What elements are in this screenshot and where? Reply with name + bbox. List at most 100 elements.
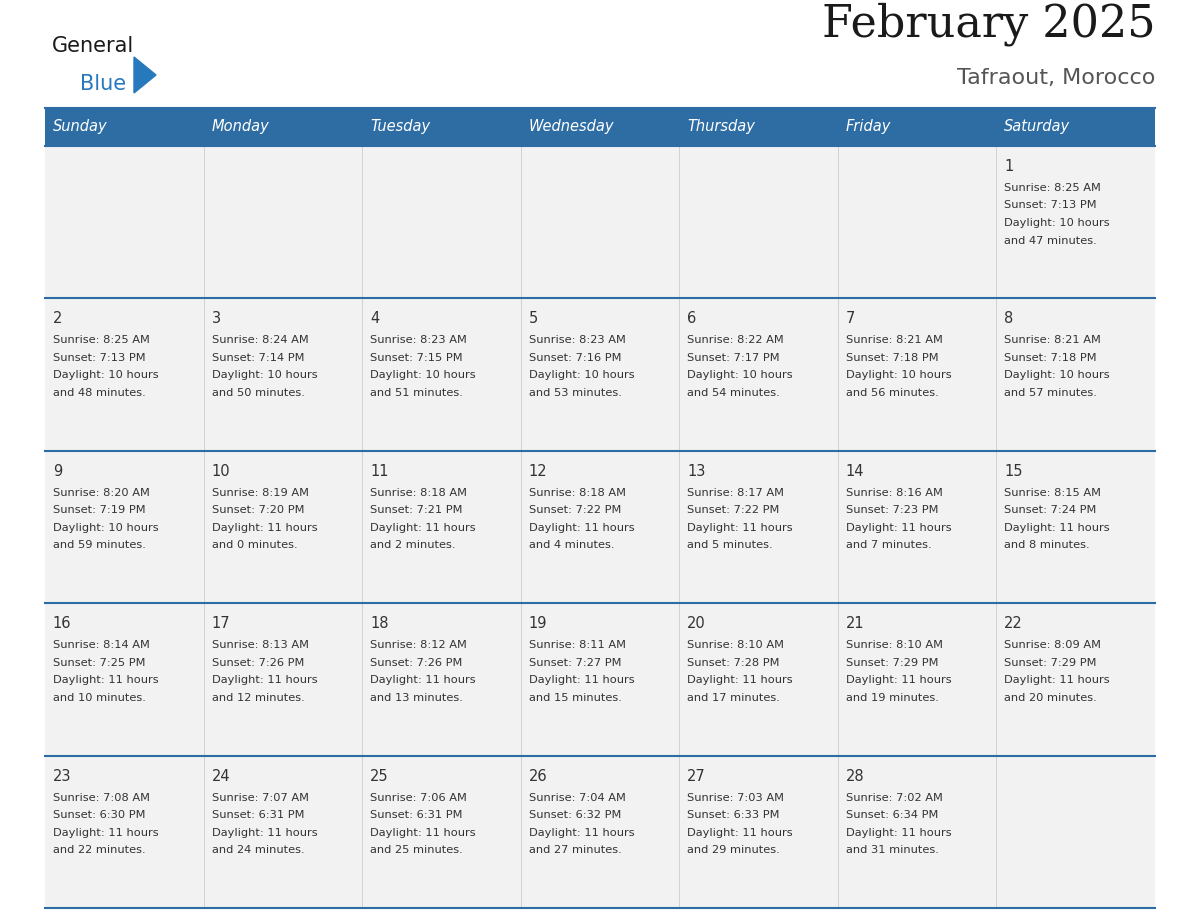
Text: Sunrise: 7:04 AM: Sunrise: 7:04 AM: [529, 792, 626, 802]
Text: Daylight: 11 hours: Daylight: 11 hours: [1004, 522, 1110, 532]
Bar: [45, 298, 203, 451]
Bar: [680, 146, 838, 298]
Text: Daylight: 11 hours: Daylight: 11 hours: [846, 828, 952, 837]
Bar: [362, 146, 520, 298]
Text: and 2 minutes.: and 2 minutes.: [371, 541, 455, 550]
Text: Sunset: 7:13 PM: Sunset: 7:13 PM: [53, 353, 146, 363]
Text: Daylight: 11 hours: Daylight: 11 hours: [687, 828, 792, 837]
Text: Sunset: 6:30 PM: Sunset: 6:30 PM: [53, 810, 145, 820]
Text: Tafraout, Morocco: Tafraout, Morocco: [956, 68, 1155, 88]
Text: 6: 6: [687, 311, 696, 327]
Text: Daylight: 11 hours: Daylight: 11 hours: [53, 676, 158, 685]
Text: 24: 24: [211, 768, 230, 784]
Text: and 27 minutes.: and 27 minutes.: [529, 845, 621, 855]
Bar: [45, 146, 203, 298]
Text: Sunrise: 8:18 AM: Sunrise: 8:18 AM: [529, 487, 626, 498]
Text: Sunset: 6:31 PM: Sunset: 6:31 PM: [211, 810, 304, 820]
Bar: [680, 603, 838, 756]
Text: Sunset: 7:24 PM: Sunset: 7:24 PM: [1004, 505, 1097, 515]
Bar: [997, 298, 1155, 451]
Text: Sunrise: 7:03 AM: Sunrise: 7:03 AM: [687, 792, 784, 802]
Text: and 54 minutes.: and 54 minutes.: [687, 388, 781, 397]
Text: and 8 minutes.: and 8 minutes.: [1004, 541, 1089, 550]
Text: Sunrise: 8:13 AM: Sunrise: 8:13 AM: [211, 640, 309, 650]
Text: Sunrise: 8:12 AM: Sunrise: 8:12 AM: [371, 640, 467, 650]
Text: Saturday: Saturday: [1004, 119, 1070, 135]
Bar: [520, 603, 680, 756]
Text: 20: 20: [687, 616, 706, 632]
Bar: [45, 451, 203, 603]
Text: Sunset: 7:15 PM: Sunset: 7:15 PM: [371, 353, 462, 363]
Bar: [45, 108, 203, 146]
Bar: [520, 451, 680, 603]
Text: and 22 minutes.: and 22 minutes.: [53, 845, 146, 855]
Text: Daylight: 11 hours: Daylight: 11 hours: [211, 522, 317, 532]
Text: Sunset: 6:31 PM: Sunset: 6:31 PM: [371, 810, 462, 820]
Text: Sunrise: 7:06 AM: Sunrise: 7:06 AM: [371, 792, 467, 802]
Text: Sunset: 7:29 PM: Sunset: 7:29 PM: [1004, 657, 1097, 667]
Bar: [838, 603, 997, 756]
Bar: [997, 146, 1155, 298]
Bar: [680, 298, 838, 451]
Text: Sunset: 7:13 PM: Sunset: 7:13 PM: [1004, 200, 1097, 210]
Text: Sunset: 7:27 PM: Sunset: 7:27 PM: [529, 657, 621, 667]
Polygon shape: [134, 57, 156, 93]
Text: Daylight: 10 hours: Daylight: 10 hours: [53, 522, 158, 532]
Text: Daylight: 10 hours: Daylight: 10 hours: [846, 370, 952, 380]
Text: Blue: Blue: [80, 74, 126, 94]
Bar: [520, 146, 680, 298]
Text: 22: 22: [1004, 616, 1023, 632]
Bar: [997, 756, 1155, 908]
Text: Sunset: 7:18 PM: Sunset: 7:18 PM: [1004, 353, 1097, 363]
Text: Sunrise: 8:14 AM: Sunrise: 8:14 AM: [53, 640, 150, 650]
Text: 2: 2: [53, 311, 62, 327]
Text: Daylight: 11 hours: Daylight: 11 hours: [1004, 676, 1110, 685]
Text: and 0 minutes.: and 0 minutes.: [211, 541, 297, 550]
Bar: [520, 756, 680, 908]
Bar: [997, 451, 1155, 603]
Text: Sunrise: 8:10 AM: Sunrise: 8:10 AM: [846, 640, 943, 650]
Text: Sunset: 7:14 PM: Sunset: 7:14 PM: [211, 353, 304, 363]
Text: 18: 18: [371, 616, 388, 632]
Text: Sunrise: 7:07 AM: Sunrise: 7:07 AM: [211, 792, 309, 802]
Bar: [838, 451, 997, 603]
Text: Sunrise: 8:25 AM: Sunrise: 8:25 AM: [1004, 183, 1101, 193]
Text: and 50 minutes.: and 50 minutes.: [211, 388, 304, 397]
Text: Daylight: 11 hours: Daylight: 11 hours: [687, 676, 792, 685]
Text: Sunset: 7:25 PM: Sunset: 7:25 PM: [53, 657, 145, 667]
Text: Daylight: 11 hours: Daylight: 11 hours: [211, 676, 317, 685]
Text: Sunset: 7:28 PM: Sunset: 7:28 PM: [687, 657, 779, 667]
Text: 5: 5: [529, 311, 538, 327]
Text: and 57 minutes.: and 57 minutes.: [1004, 388, 1098, 397]
Text: 23: 23: [53, 768, 71, 784]
Bar: [203, 603, 362, 756]
Text: Sunrise: 8:23 AM: Sunrise: 8:23 AM: [371, 335, 467, 345]
Text: Sunrise: 8:23 AM: Sunrise: 8:23 AM: [529, 335, 626, 345]
Text: 17: 17: [211, 616, 230, 632]
Bar: [838, 756, 997, 908]
Text: and 15 minutes.: and 15 minutes.: [529, 693, 621, 702]
Text: and 19 minutes.: and 19 minutes.: [846, 693, 939, 702]
Text: Sunrise: 8:21 AM: Sunrise: 8:21 AM: [1004, 335, 1101, 345]
Bar: [45, 603, 203, 756]
Text: Sunset: 7:16 PM: Sunset: 7:16 PM: [529, 353, 621, 363]
Text: 27: 27: [687, 768, 706, 784]
Text: Daylight: 10 hours: Daylight: 10 hours: [1004, 370, 1110, 380]
Text: Sunset: 7:26 PM: Sunset: 7:26 PM: [211, 657, 304, 667]
Bar: [362, 451, 520, 603]
Text: and 24 minutes.: and 24 minutes.: [211, 845, 304, 855]
Bar: [362, 108, 520, 146]
Text: Sunset: 6:32 PM: Sunset: 6:32 PM: [529, 810, 621, 820]
Text: and 5 minutes.: and 5 minutes.: [687, 541, 773, 550]
Text: 3: 3: [211, 311, 221, 327]
Text: Sunrise: 8:19 AM: Sunrise: 8:19 AM: [211, 487, 309, 498]
Text: Sunset: 7:21 PM: Sunset: 7:21 PM: [371, 505, 462, 515]
Text: 9: 9: [53, 464, 62, 479]
Text: Daylight: 10 hours: Daylight: 10 hours: [687, 370, 792, 380]
Text: Daylight: 11 hours: Daylight: 11 hours: [529, 828, 634, 837]
Text: Daylight: 11 hours: Daylight: 11 hours: [846, 522, 952, 532]
Text: and 51 minutes.: and 51 minutes.: [371, 388, 463, 397]
Text: Sunday: Sunday: [53, 119, 108, 135]
Text: 15: 15: [1004, 464, 1023, 479]
Text: Sunrise: 8:18 AM: Sunrise: 8:18 AM: [371, 487, 467, 498]
